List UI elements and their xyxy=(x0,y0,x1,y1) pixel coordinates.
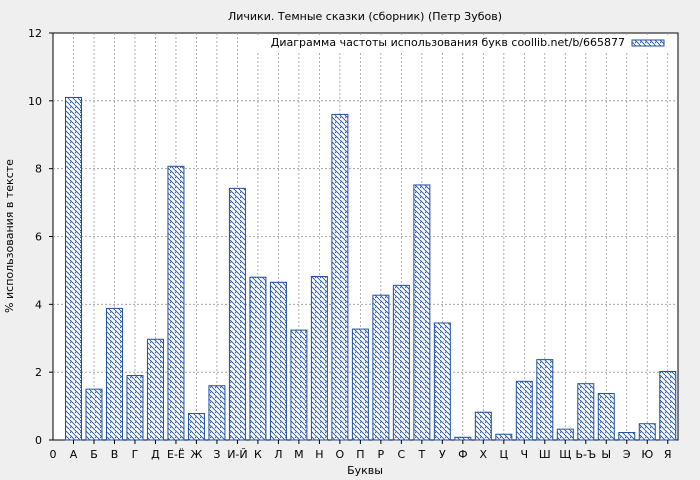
bar xyxy=(249,276,267,441)
bar xyxy=(454,436,472,441)
bar xyxy=(392,284,410,441)
x-tick-label: Ж xyxy=(191,448,203,461)
bars xyxy=(64,96,677,441)
x-tick-label: А xyxy=(70,448,78,461)
x-tick-label: Н xyxy=(315,448,323,461)
legend: Диаграмма частоты использования букв coo… xyxy=(240,35,673,51)
bar xyxy=(515,380,533,441)
bar xyxy=(351,328,369,441)
x-tick-label: Ю xyxy=(641,448,653,461)
bar xyxy=(64,96,82,441)
bar xyxy=(187,413,205,441)
y-axis-label: % использования в тексте xyxy=(3,159,16,313)
x-axis-ticks: 0 А Б В Г Д Е-Ё Ж З И-Й К Л М Н О П Р С Т У Ф Х Ц Ч Ш Щ Ь-Ъ Ы Э Ю Я xyxy=(50,440,672,461)
bar xyxy=(577,383,595,441)
bar xyxy=(167,165,185,441)
x-tick-label: И-Й xyxy=(227,448,247,461)
bar xyxy=(228,187,246,441)
bar xyxy=(413,184,431,441)
bar xyxy=(331,113,349,441)
x-axis-label: Буквы xyxy=(347,464,383,477)
legend-label: Диаграмма частоты использования букв coo… xyxy=(271,36,625,49)
bar xyxy=(290,329,308,441)
bar xyxy=(269,281,287,441)
x-tick-label: Л xyxy=(274,448,282,461)
x-tick-label: Х xyxy=(480,448,488,461)
y-tick-label: 4 xyxy=(35,298,42,311)
x-tick-label: В xyxy=(111,448,119,461)
x-tick-label: Э xyxy=(623,448,631,461)
x-tick-label: Д xyxy=(151,448,160,461)
x-tick-label: Ц xyxy=(500,448,509,461)
x-tick-label: О xyxy=(336,448,345,461)
x-tick-label-origin: 0 xyxy=(50,448,57,461)
x-tick-label: М xyxy=(294,448,304,461)
y-tick-label: 12 xyxy=(28,27,42,40)
x-tick-label: Р xyxy=(378,448,385,461)
bar xyxy=(556,428,574,441)
bar xyxy=(638,423,656,441)
bar xyxy=(659,370,677,441)
y-tick-label: 0 xyxy=(35,434,42,447)
bar xyxy=(310,276,328,441)
legend-swatch xyxy=(631,39,665,47)
x-tick-label: Е-Ё xyxy=(167,448,185,461)
bar xyxy=(618,432,636,441)
bar xyxy=(433,322,451,441)
x-tick-label: Ч xyxy=(521,448,529,461)
bar xyxy=(126,375,144,441)
x-tick-label: Ф xyxy=(458,448,467,461)
x-tick-label: У xyxy=(439,448,446,461)
x-tick-label: П xyxy=(356,448,364,461)
x-tick-label: Ь-Ъ xyxy=(575,448,596,461)
y-tick-label: 6 xyxy=(35,231,42,244)
x-tick-label: Б xyxy=(90,448,98,461)
x-tick-label: З xyxy=(213,448,220,461)
bar xyxy=(474,411,492,441)
bar xyxy=(146,338,164,441)
x-tick-label: К xyxy=(254,448,262,461)
y-tick-label: 8 xyxy=(35,163,42,176)
x-tick-label: Ш xyxy=(539,448,551,461)
x-tick-label: С xyxy=(398,448,406,461)
x-tick-label: Г xyxy=(132,448,139,461)
x-tick-label: Щ xyxy=(559,448,571,461)
x-tick-label: Ы xyxy=(601,448,611,461)
chart-title: Личики. Темные сказки (сборник) (Петр Зу… xyxy=(228,10,502,23)
bar xyxy=(105,307,123,441)
bar xyxy=(495,433,513,441)
x-tick-label: Т xyxy=(417,448,425,461)
y-tick-label: 2 xyxy=(35,366,42,379)
bar xyxy=(536,359,554,441)
bar xyxy=(597,393,615,441)
y-tick-label: 10 xyxy=(28,95,42,108)
bar xyxy=(208,385,226,441)
y-axis-ticks: 0 2 4 6 8 10 12 xyxy=(28,27,53,447)
bar xyxy=(372,294,390,441)
bar xyxy=(85,388,103,441)
x-tick-label: Я xyxy=(664,448,672,461)
